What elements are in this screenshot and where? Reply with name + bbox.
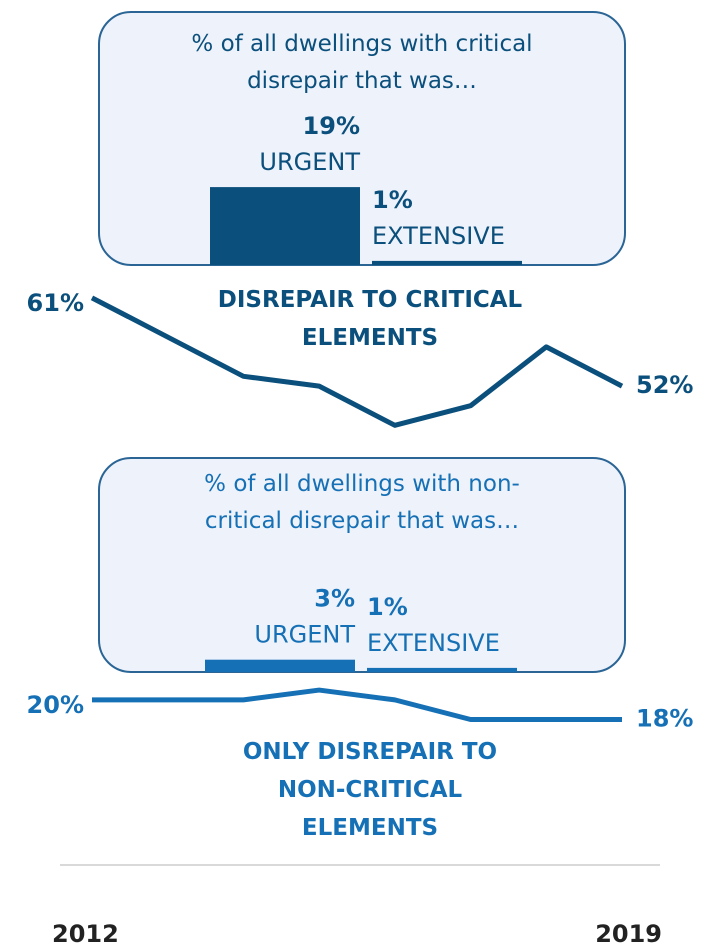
value-label: 3%: [314, 585, 355, 613]
series-label: ONLY DISREPAIR TO NON-CRITICAL ELEMENTS: [242, 739, 498, 841]
series-line: [90, 295, 624, 428]
bar: [367, 667, 517, 672]
value-label: 18%: [636, 704, 693, 732]
value-label: 52%: [636, 371, 693, 399]
inset-box: [98, 457, 626, 673]
value-label: 1%: [372, 186, 413, 214]
inset-title: % of all dwellings with non-critical dis…: [204, 471, 520, 534]
category-label: EXTENSIVE: [367, 629, 500, 657]
series-label: DISREPAIR TO CRITICAL ELEMENTS: [217, 287, 523, 351]
category-label: URGENT: [254, 621, 355, 649]
x-tick-label: 2019: [595, 920, 662, 948]
x-tick-label: 2012: [52, 920, 119, 948]
value-label: 1%: [367, 593, 408, 621]
category-label: EXTENSIVE: [372, 222, 505, 250]
value-label: 61%: [27, 289, 84, 317]
value-label: 19%: [303, 112, 360, 140]
value-label: 20%: [27, 691, 84, 719]
series-line: [92, 687, 622, 722]
inset-title: % of all dwellings with critical disrepa…: [191, 31, 533, 94]
category-label: URGENT: [259, 148, 360, 176]
bar: [372, 260, 522, 265]
bar: [210, 187, 360, 265]
bar: [205, 659, 355, 672]
